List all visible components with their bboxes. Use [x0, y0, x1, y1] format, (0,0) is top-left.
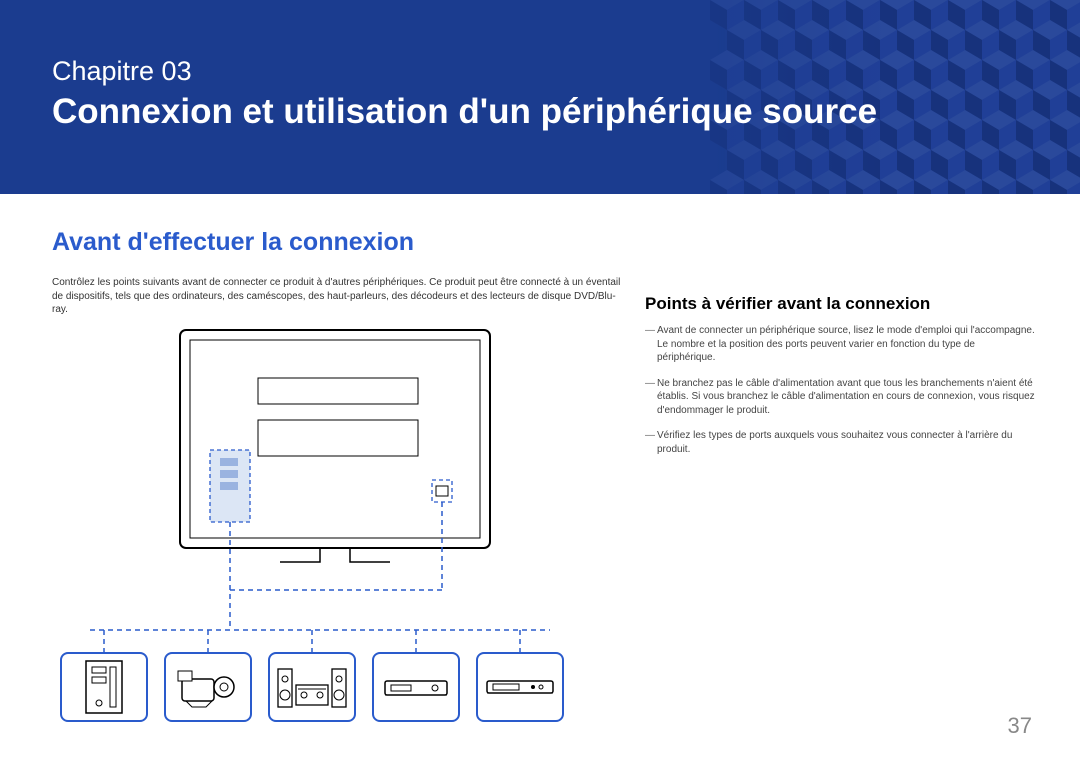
page-number: 37: [1008, 713, 1032, 739]
connection-diagram: [60, 330, 620, 720]
checklist-item: Vérifiez les types de ports auxquels vou…: [645, 429, 1035, 456]
set-top-box-icon: [383, 673, 449, 701]
page-root: Chapitre 03 Connexion et utilisation d'u…: [0, 0, 1080, 763]
device-camcorder: [164, 652, 252, 722]
device-row: [60, 652, 620, 722]
chapter-title: Connexion et utilisation d'un périphériq…: [52, 92, 877, 132]
checklist-item: Avant de connecter un périphérique sourc…: [645, 324, 1035, 365]
chapter-label: Chapitre 03: [52, 56, 192, 87]
checklist: Avant de connecter un périphérique sourc…: [645, 324, 1035, 468]
subsection-title: Points à vérifier avant la connexion: [645, 294, 930, 314]
dvd-player-icon: [485, 675, 555, 699]
speakers-icon: [276, 663, 348, 711]
chapter-header: Chapitre 03 Connexion et utilisation d'u…: [0, 0, 1080, 194]
device-audio-system: [268, 652, 356, 722]
section-title: Avant d'effectuer la connexion: [52, 228, 414, 257]
camcorder-icon: [176, 665, 240, 709]
section-intro: Contrôlez les points suivants avant de c…: [52, 276, 622, 317]
checklist-item: Ne branchez pas le câble d'alimentation …: [645, 377, 1035, 418]
pc-tower-icon: [84, 659, 124, 715]
device-set-top-box: [372, 652, 460, 722]
device-dvd-player: [476, 652, 564, 722]
device-pc-tower: [60, 652, 148, 722]
